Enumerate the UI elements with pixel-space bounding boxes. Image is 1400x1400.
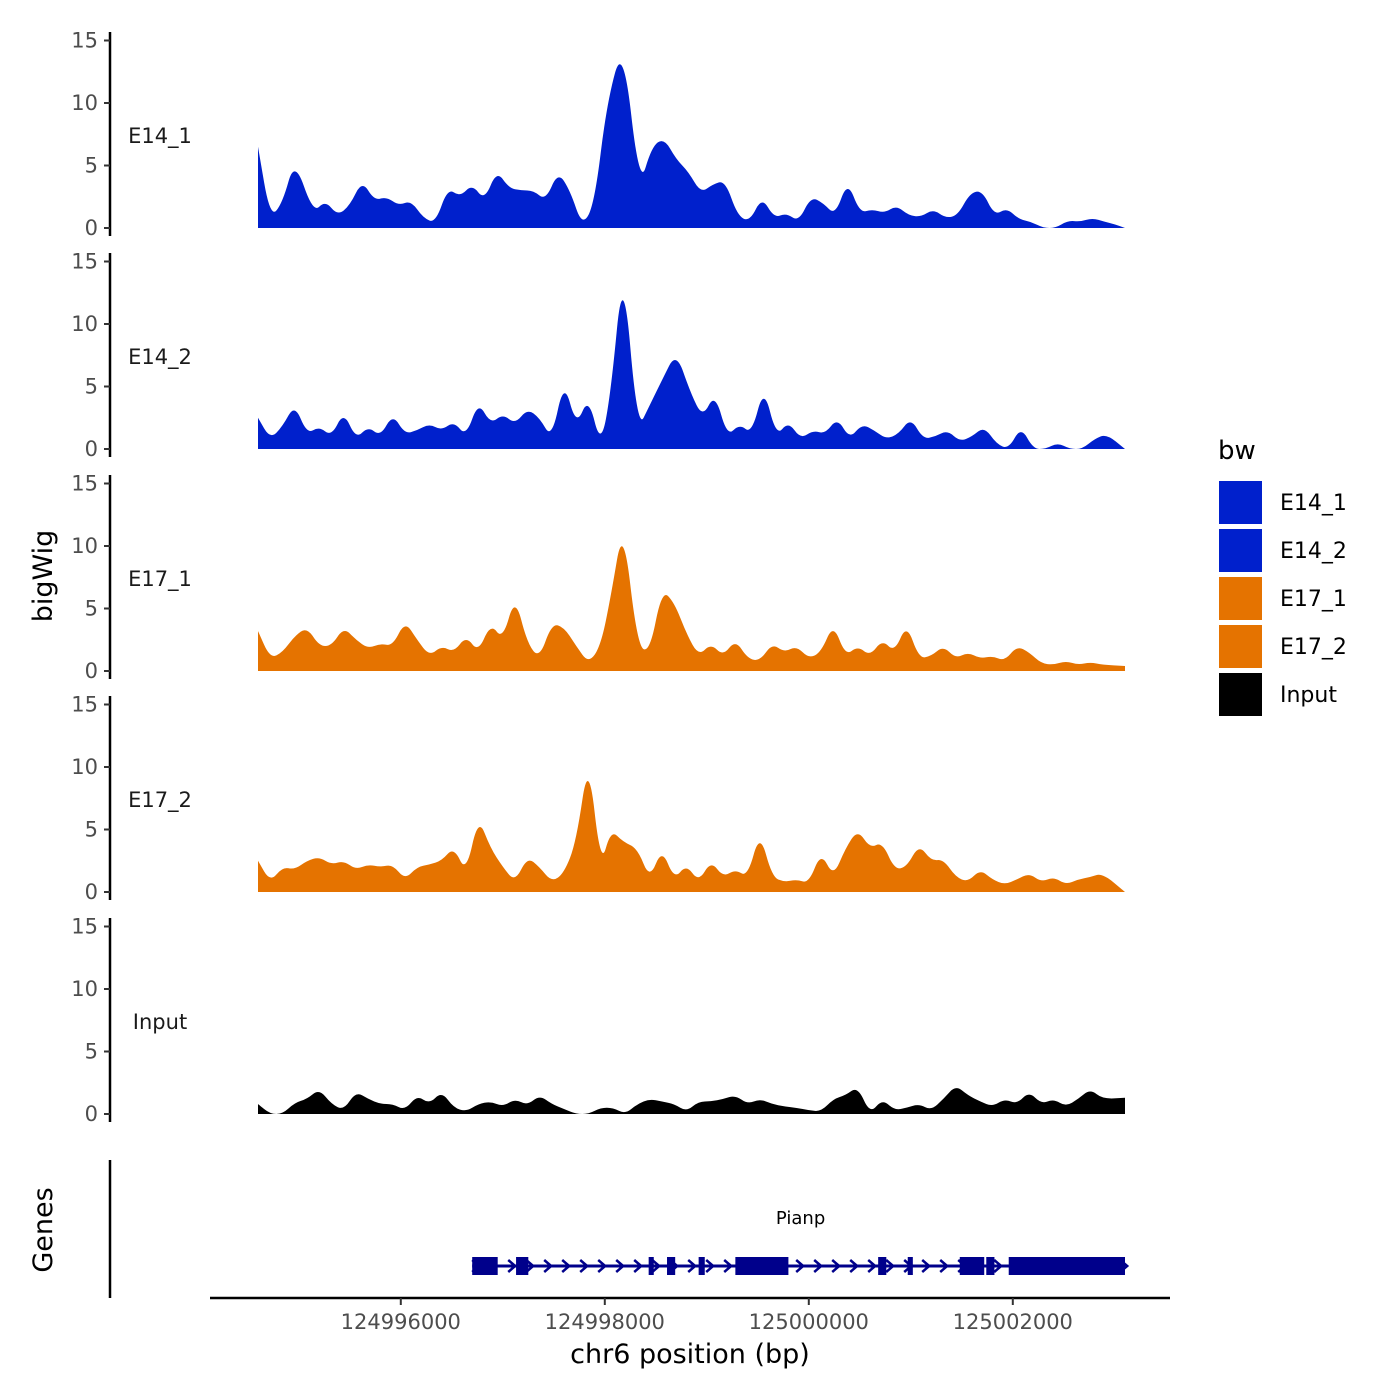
y-tick-label: 10 — [71, 534, 98, 558]
x-tick-label: 125002000 — [953, 1310, 1073, 1334]
gene-exon — [516, 1257, 529, 1275]
gene-exon — [648, 1257, 654, 1275]
y-axis-title: bigWig — [28, 530, 59, 623]
strand-arrow — [885, 1259, 896, 1273]
coverage-area-Input — [258, 1088, 1125, 1114]
x-tick-label: 124996000 — [341, 1310, 461, 1334]
gene-exon — [472, 1257, 498, 1275]
track-E17_1: 0 5 10 15 E17_1 — [71, 472, 1125, 683]
legend-swatch-E17_1 — [1217, 575, 1264, 622]
track-E14_2: 0 5 10 15 E14_2 — [71, 250, 1125, 461]
y-tick-label: 0 — [85, 216, 98, 240]
y-tick-label: 10 — [71, 91, 98, 115]
strand-arrow — [939, 1259, 950, 1273]
track-Input: 0 5 10 15 Input — [71, 915, 1125, 1126]
y-tick-label: 10 — [71, 312, 98, 336]
y-tick-label: 15 — [71, 250, 98, 274]
gene-name-label: Pianp — [776, 1208, 825, 1229]
legend: bw E14_1 E14_2 E17_1 E17_2 Input — [1217, 436, 1347, 718]
strand-arrow — [579, 1259, 590, 1273]
legend-title: bw — [1218, 436, 1256, 466]
y-tick-label: 5 — [85, 375, 98, 399]
strand-arrow — [507, 1259, 518, 1273]
y-tick-label: 0 — [85, 659, 98, 683]
gene-exon — [1008, 1257, 1125, 1275]
coverage-area-E17_1 — [258, 546, 1125, 671]
strand-arrow — [525, 1259, 536, 1273]
strand-arrow — [921, 1259, 932, 1273]
track-label: E14_1 — [128, 124, 192, 149]
y-tick-label: 5 — [85, 597, 98, 621]
legend-swatch-E14_1 — [1217, 479, 1264, 526]
y-tick-label: 5 — [85, 1040, 98, 1064]
strand-arrow — [993, 1259, 1004, 1273]
y-tick-label: 10 — [71, 977, 98, 1001]
track-label: E17_1 — [128, 567, 192, 592]
track-label: E17_2 — [128, 788, 192, 813]
gene-exon — [907, 1257, 913, 1275]
legend-swatch-Input — [1217, 671, 1264, 718]
gene-exon — [667, 1257, 676, 1275]
gene-exon — [735, 1257, 789, 1275]
strand-arrow — [651, 1259, 662, 1273]
gene-exon — [959, 1257, 985, 1275]
gene-track: Pianp — [108, 1160, 1130, 1298]
strand-arrow — [705, 1259, 716, 1273]
x-tick-label: 124998000 — [545, 1310, 665, 1334]
strand-arrow — [795, 1259, 806, 1273]
y-tick-label: 15 — [71, 472, 98, 496]
strand-arrow — [615, 1259, 626, 1273]
track-label: Input — [133, 1010, 187, 1034]
strand-arrow — [867, 1259, 878, 1273]
coverage-area-E14_1 — [258, 64, 1125, 228]
legend-label-E14_2: E14_2 — [1280, 539, 1347, 564]
y-tick-label: 10 — [71, 755, 98, 779]
tracks-area: 0 5 10 15 E14_1 0 5 10 15 E14_2 0 5 10 15 E17_1 0 5 10 15 E… — [71, 29, 1125, 1126]
legend-label-Input: Input — [1280, 683, 1337, 708]
track-E14_1: 0 5 10 15 E14_1 — [71, 29, 1125, 240]
y-tick-label: 15 — [71, 693, 98, 717]
y-tick-label: 0 — [85, 1102, 98, 1126]
strand-arrow — [849, 1259, 860, 1273]
legend-label-E17_1: E17_1 — [1280, 587, 1347, 612]
track-label: E14_2 — [128, 345, 192, 370]
y-tick-label: 15 — [71, 29, 98, 53]
genes-axis-title: Genes — [28, 1187, 59, 1272]
gene-exon — [986, 1257, 995, 1275]
y-tick-label: 5 — [85, 154, 98, 178]
x-tick-label: 125000000 — [749, 1310, 869, 1334]
y-tick-label: 5 — [85, 818, 98, 842]
legend-label-E14_1: E14_1 — [1280, 491, 1347, 516]
coverage-area-E14_2 — [258, 300, 1125, 449]
legend-swatch-E14_2 — [1217, 527, 1264, 574]
strand-arrow — [723, 1259, 734, 1273]
strand-arrow — [687, 1259, 698, 1273]
legend-label-E17_2: E17_2 — [1280, 635, 1347, 660]
gene-exon — [698, 1257, 705, 1275]
strand-arrow — [597, 1259, 608, 1273]
strand-arrow — [543, 1259, 554, 1273]
legend-swatch-E17_2 — [1217, 623, 1264, 670]
coverage-area-E17_2 — [258, 780, 1125, 892]
strand-arrow — [831, 1259, 842, 1273]
strand-arrow — [561, 1259, 572, 1273]
strand-arrow — [813, 1259, 824, 1273]
x-axis: 124996000 124998000 125000000 125002000 — [210, 1296, 1170, 1334]
y-tick-label: 15 — [71, 915, 98, 939]
y-tick-label: 0 — [85, 437, 98, 461]
gene-exon — [878, 1257, 887, 1275]
y-tick-label: 0 — [85, 880, 98, 904]
x-axis-title: chr6 position (bp) — [570, 1339, 810, 1370]
track-E17_2: 0 5 10 15 E17_2 — [71, 693, 1125, 904]
strand-arrow — [633, 1259, 644, 1273]
